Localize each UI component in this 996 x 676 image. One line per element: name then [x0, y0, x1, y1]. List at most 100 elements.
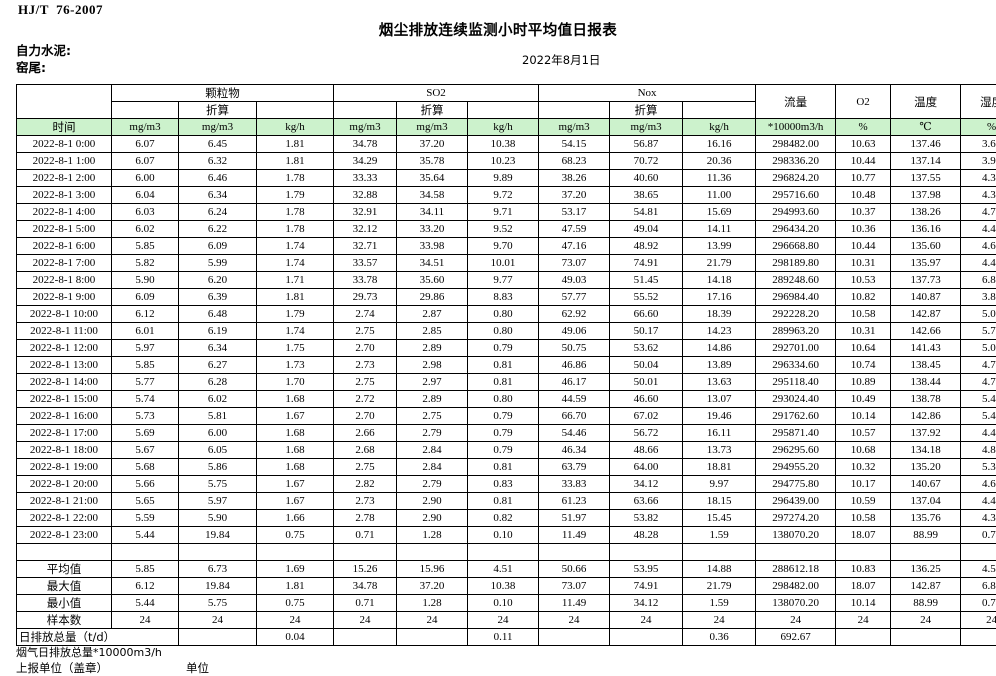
- cell-value-9: 298336.20: [755, 152, 837, 170]
- cell-value-7: 55.52: [609, 288, 684, 306]
- table-row: 2022-8-1 4:00 6.03 6.24 1.78 32.91 34.11 9.71 5…: [16, 203, 996, 221]
- cell-summary-value-7: 53.95: [609, 560, 684, 578]
- cell-summary-value-9: 138070.20: [755, 594, 837, 612]
- company-name: 自力水泥:: [16, 43, 71, 58]
- sub-header-particulate-raw: [111, 101, 179, 119]
- cell-value-4: 2.84: [396, 441, 469, 459]
- table-row: 2022-8-1 15:00 5.74 6.02 1.68 2.72 2.89 0.80 44…: [16, 390, 996, 408]
- cell-value-11: 138.44: [890, 373, 962, 391]
- group-header-temperature: 温度: [890, 84, 962, 119]
- cell-value-3: 32.91: [333, 203, 398, 221]
- cell-summary-value-1: 19.84: [178, 577, 257, 595]
- cell-value-0: 5.73: [111, 407, 179, 425]
- table-row: 2022-8-1 8:00 5.90 6.20 1.71 33.78 35.60 9.77 4…: [16, 271, 996, 289]
- cell-value-8: 15.69: [682, 203, 757, 221]
- cell-value-10: 10.44: [835, 237, 892, 255]
- cell-value-6: 68.23: [538, 152, 611, 170]
- cell-value-3: 2.66: [333, 424, 398, 442]
- cell-total-value-12: [960, 628, 996, 646]
- cell-value-12: 4.67: [960, 475, 996, 493]
- cell-time: 2022-8-1 16:00: [16, 407, 112, 425]
- cell-value-7: 56.72: [609, 424, 684, 442]
- cell-summary-value-6: 73.07: [538, 577, 611, 595]
- cell-value-6: 46.34: [538, 441, 611, 459]
- table-row: 2022-8-1 14:00 5.77 6.28 1.70 2.75 2.97 0.81 46…: [16, 373, 996, 391]
- cell-value-7: 63.66: [609, 492, 684, 510]
- cell-value-7: 53.62: [609, 339, 684, 357]
- cell-value-6: 46.86: [538, 356, 611, 374]
- cell-summary-value-4: 1.28: [396, 594, 469, 612]
- cell-value-2: 1.81: [255, 152, 335, 170]
- cell-summary-value-3: 0.71: [333, 594, 398, 612]
- cell-summary-value-11: 24: [890, 611, 962, 629]
- cell-value-1: 6.24: [178, 203, 257, 221]
- report-table: 颗粒物 SO2 Nox 流量 O2 温度 湿度 负荷 折算 折算: [16, 84, 996, 646]
- cell-value-4: 2.97: [396, 373, 469, 391]
- cell-value-6: 50.75: [538, 339, 611, 357]
- cell-time: 2022-8-1 23:00: [16, 526, 112, 544]
- cell-value-0: 5.65: [111, 492, 179, 510]
- cell-blank-1: [111, 543, 179, 561]
- cell-value-2: 0.75: [255, 526, 335, 544]
- cell-value-1: 6.22: [178, 220, 257, 238]
- sub-header-nox-raw: [538, 101, 611, 119]
- cell-value-9: 296668.80: [755, 237, 837, 255]
- table-row: 2022-8-1 0:00 6.07 6.45 1.81 34.78 37.20 10.38…: [16, 135, 996, 153]
- cell-value-7: 74.91: [609, 254, 684, 272]
- cell-value-5: 0.83: [467, 475, 540, 493]
- cell-summary-label: 最小值: [16, 594, 112, 612]
- cell-value-5: 0.79: [467, 441, 540, 459]
- cell-value-9: 295871.40: [755, 424, 837, 442]
- cell-value-3: 2.74: [333, 305, 398, 323]
- cell-value-9: 289963.20: [755, 322, 837, 340]
- cell-summary-value-12: 0.74: [960, 594, 996, 612]
- cell-time: 2022-8-1 11:00: [16, 322, 112, 340]
- cell-value-8: 16.11: [682, 424, 757, 442]
- cell-summary-value-7: 74.91: [609, 577, 684, 595]
- cell-value-7: 70.72: [609, 152, 684, 170]
- sub-header-particulate-rate: [255, 101, 335, 119]
- cell-value-2: 1.67: [255, 407, 335, 425]
- cell-value-8: 18.81: [682, 458, 757, 476]
- cell-summary-value-5: 24: [467, 611, 540, 629]
- cell-value-10: 10.49: [835, 390, 892, 408]
- table-row: 2022-8-1 7:00 5.82 5.99 1.74 33.57 34.51 10.01…: [16, 254, 996, 272]
- cell-summary-value-12: 6.86: [960, 577, 996, 595]
- cell-value-11: 137.55: [890, 169, 962, 187]
- cell-blank-13: [960, 543, 996, 561]
- cell-value-5: 9.77: [467, 271, 540, 289]
- cell-value-9: 294955.20: [755, 458, 837, 476]
- cell-total-value-10: [835, 628, 892, 646]
- cell-value-2: 1.74: [255, 322, 335, 340]
- cell-value-6: 33.83: [538, 475, 611, 493]
- table-row: 2022-8-1 6:00 5.85 6.09 1.74 32.71 33.98 9.70 4…: [16, 237, 996, 255]
- cell-value-5: 9.89: [467, 169, 540, 187]
- table-row: 2022-8-1 18:00 5.67 6.05 1.68 2.68 2.84 0.79 46…: [16, 441, 996, 459]
- cell-value-11: 140.87: [890, 288, 962, 306]
- cell-value-11: 138.26: [890, 203, 962, 221]
- cell-time: 2022-8-1 10:00: [16, 305, 112, 323]
- cell-value-0: 5.82: [111, 254, 179, 272]
- group-header-humidity: 湿度: [960, 84, 996, 119]
- cell-value-12: 3.64: [960, 135, 996, 153]
- cell-value-7: 64.00: [609, 458, 684, 476]
- cell-value-5: 9.71: [467, 203, 540, 221]
- cell-value-11: 137.04: [890, 492, 962, 510]
- cell-value-1: 19.84: [178, 526, 257, 544]
- cell-value-0: 6.03: [111, 203, 179, 221]
- cell-time: 2022-8-1 15:00: [16, 390, 112, 408]
- cell-value-8: 11.36: [682, 169, 757, 187]
- cell-value-12: 3.98: [960, 152, 996, 170]
- group-header-particulate: 颗粒物: [110, 84, 335, 102]
- cell-value-6: 57.77: [538, 288, 611, 306]
- cell-value-1: 6.45: [178, 135, 257, 153]
- cell-value-0: 5.77: [111, 373, 179, 391]
- group-header-flow: 流量: [755, 84, 837, 119]
- cell-value-5: 0.82: [467, 509, 540, 527]
- cell-value-0: 5.97: [111, 339, 179, 357]
- cell-summary-value-8: 14.88: [682, 560, 757, 578]
- cell-value-3: 2.70: [333, 407, 398, 425]
- cell-blank-12: [890, 543, 962, 561]
- cell-blank-3: [255, 543, 335, 561]
